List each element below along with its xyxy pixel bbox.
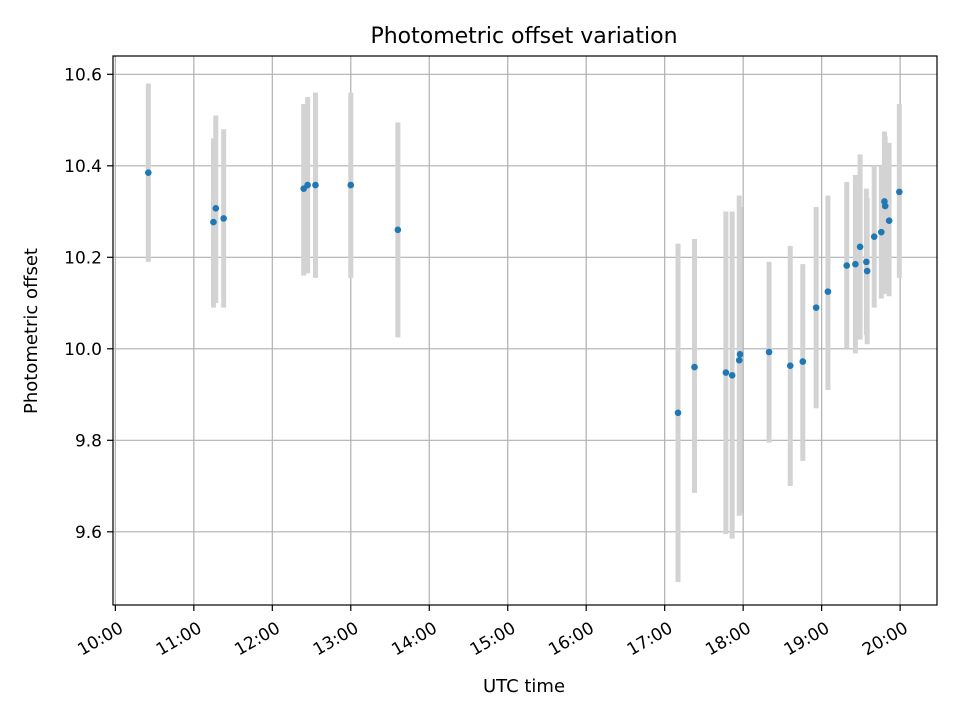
data-point — [856, 243, 864, 251]
x-tick-label: 10:00 — [74, 618, 126, 660]
data-point — [220, 215, 227, 222]
data-point — [691, 363, 698, 371]
x-axis-label: UTC time — [483, 676, 565, 697]
data-point — [863, 267, 871, 275]
x-tick-label: 12:00 — [231, 618, 283, 660]
data-point — [881, 202, 889, 210]
data-point — [885, 217, 893, 224]
data-point — [728, 372, 736, 379]
plot-frame — [112, 55, 938, 606]
data-points — [145, 169, 903, 417]
y-axis-ticks: 9.6 9.8 10.0 10.2 10.4 10.6 — [64, 65, 113, 543]
x-axis-ticks: 10:00 11:00 12:00 13:00 14:00 15:00 16:00 17:00… — [74, 605, 912, 660]
data-point — [736, 350, 744, 358]
y-tick-label: 9.6 — [75, 523, 102, 543]
data-point — [304, 181, 311, 189]
data-point — [210, 218, 217, 226]
data-point — [824, 288, 832, 295]
data-point — [394, 226, 402, 234]
data-point — [212, 205, 220, 212]
data-point — [312, 181, 319, 189]
data-point — [765, 348, 773, 356]
x-tick-label: 18:00 — [702, 618, 754, 660]
y-tick-label: 10.2 — [64, 248, 102, 268]
x-tick-label: 16:00 — [545, 618, 597, 660]
y-tick-label: 10.6 — [64, 65, 102, 85]
data-point — [863, 258, 870, 266]
y-tick-label: 9.8 — [75, 431, 102, 451]
chart-title: Photometric offset variation — [370, 24, 677, 49]
data-point — [870, 233, 878, 241]
data-point — [735, 356, 743, 364]
data-point — [799, 358, 807, 365]
y-axis-label: Photometric offset — [21, 248, 42, 414]
data-point — [786, 362, 794, 370]
data-point — [145, 169, 152, 176]
data-point — [347, 181, 355, 189]
x-tick-label: 13:00 — [310, 618, 362, 660]
grid — [113, 56, 937, 605]
data-point — [722, 369, 730, 376]
data-point — [812, 304, 820, 311]
data-point — [877, 228, 885, 236]
x-tick-label: 20:00 — [859, 618, 911, 660]
x-tick-label: 11:00 — [153, 618, 205, 660]
data-point — [896, 188, 903, 196]
data-point — [843, 262, 851, 269]
data-point — [674, 409, 682, 417]
y-tick-label: 10.4 — [64, 157, 102, 177]
y-tick-label: 10.0 — [64, 340, 102, 360]
x-tick-label: 14:00 — [388, 618, 440, 660]
data-point — [852, 260, 859, 268]
x-tick-label: 19:00 — [781, 618, 833, 660]
x-tick-label: 15:00 — [467, 618, 519, 660]
error-bars — [145, 83, 902, 583]
x-tick-label: 17:00 — [624, 618, 676, 660]
